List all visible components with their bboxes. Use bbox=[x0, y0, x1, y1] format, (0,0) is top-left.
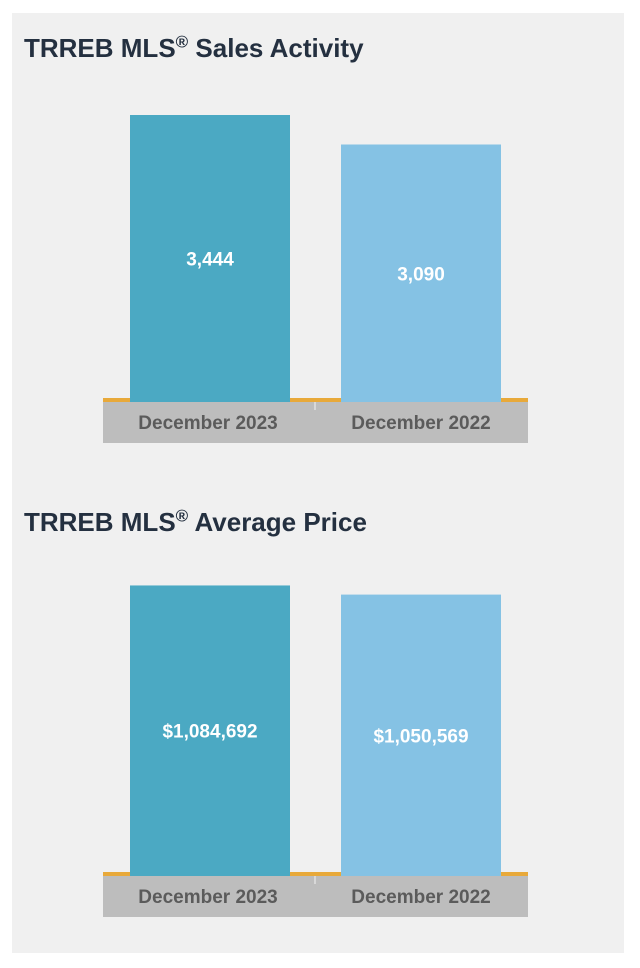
bar-current bbox=[130, 115, 290, 402]
chart-panel bbox=[12, 13, 624, 953]
bar-current bbox=[130, 585, 290, 876]
category-label: December 2023 bbox=[138, 887, 277, 908]
category-label: December 2023 bbox=[138, 413, 277, 434]
baseline bbox=[103, 398, 528, 402]
registered-mark: ® bbox=[175, 506, 189, 526]
chart-title-average-price: TRREB MLS® Average Price bbox=[24, 506, 367, 537]
average-price-chart: $1,084,692 December 2023 $1,050,569 Decembe… bbox=[103, 585, 528, 917]
data-label: 3,090 bbox=[397, 264, 445, 285]
data-label: $1,084,692 bbox=[162, 722, 257, 743]
bar-previous bbox=[341, 594, 501, 876]
sales-activity-chart: 3,444 December 2023 3,090 December 2022 bbox=[103, 115, 528, 443]
baseline bbox=[103, 872, 528, 876]
axis-divider-tick bbox=[314, 876, 316, 884]
axis-divider-tick bbox=[314, 402, 316, 410]
category-label: December 2022 bbox=[351, 413, 490, 434]
registered-mark: ® bbox=[175, 32, 189, 52]
data-label: $1,050,569 bbox=[373, 726, 468, 747]
chart-title-sales-activity: TRREB MLS® Sales Activity bbox=[24, 32, 364, 63]
category-label: December 2022 bbox=[351, 887, 490, 908]
bar-previous bbox=[341, 144, 501, 402]
data-label: 3,444 bbox=[186, 250, 234, 271]
